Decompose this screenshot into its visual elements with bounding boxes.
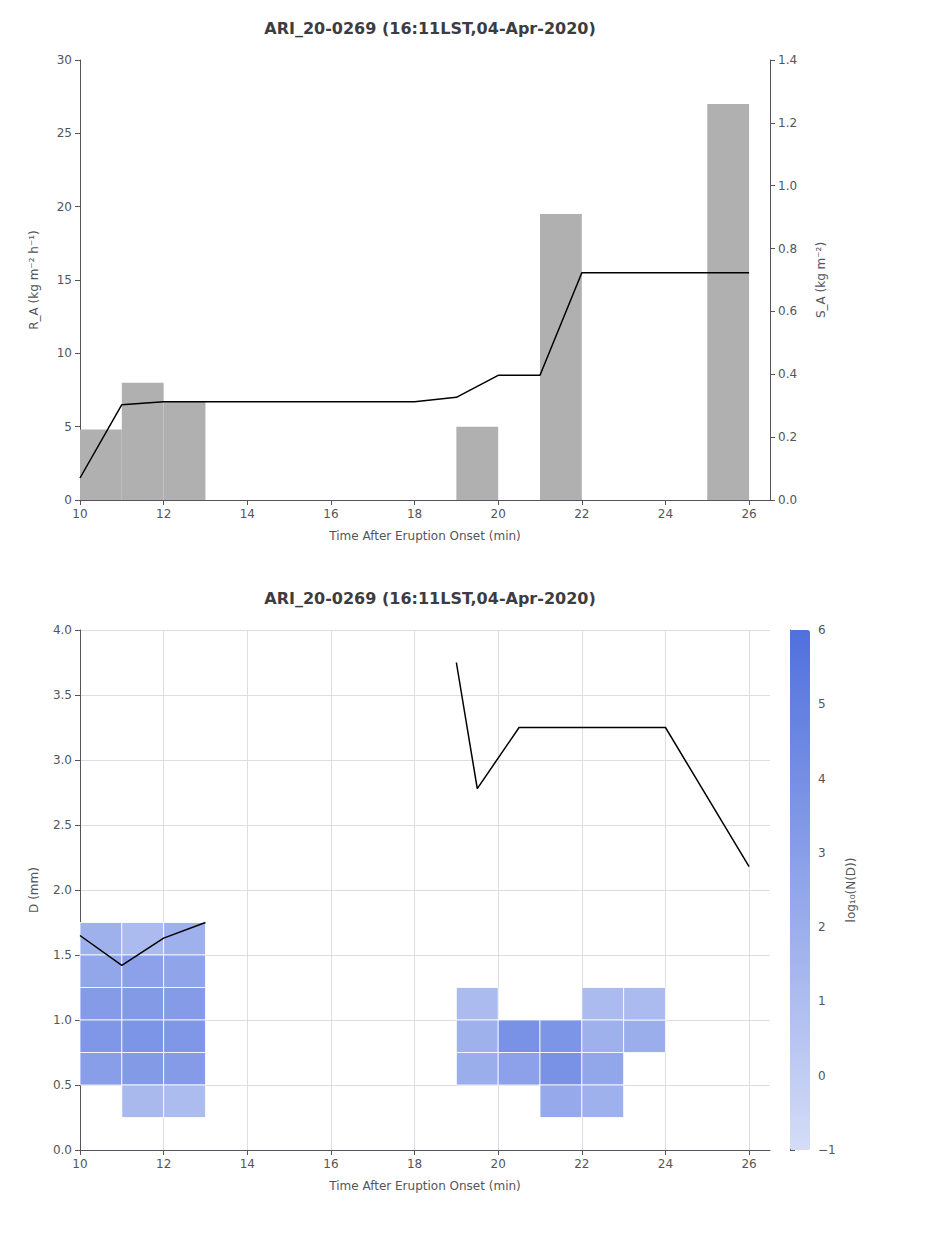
svg-text:0.4: 0.4 xyxy=(778,367,797,381)
svg-text:0: 0 xyxy=(64,493,72,507)
svg-text:5: 5 xyxy=(64,420,72,434)
svg-text:4: 4 xyxy=(818,772,826,786)
svg-text:14: 14 xyxy=(240,1157,255,1171)
svg-text:26: 26 xyxy=(741,507,756,521)
svg-text:16: 16 xyxy=(323,507,338,521)
svg-text:16: 16 xyxy=(323,1157,338,1171)
svg-text:1.4: 1.4 xyxy=(778,53,797,67)
svg-text:1.0: 1.0 xyxy=(778,179,797,193)
svg-text:R_A (kg m⁻² h⁻¹): R_A (kg m⁻² h⁻¹) xyxy=(27,230,41,330)
svg-text:1: 1 xyxy=(818,994,826,1008)
svg-text:24: 24 xyxy=(658,1157,673,1171)
svg-text:ARI_20-0269 (16:11LST,04-Apr-2: ARI_20-0269 (16:11LST,04-Apr-2020) xyxy=(264,19,595,38)
svg-text:0: 0 xyxy=(818,1069,826,1083)
svg-text:5: 5 xyxy=(818,697,826,711)
svg-text:3: 3 xyxy=(818,846,826,860)
svg-text:24: 24 xyxy=(658,507,673,521)
svg-text:18: 18 xyxy=(407,1157,422,1171)
svg-text:4.0: 4.0 xyxy=(53,623,72,637)
svg-text:30: 30 xyxy=(57,53,72,67)
svg-text:20: 20 xyxy=(491,1157,506,1171)
svg-text:0.6: 0.6 xyxy=(778,304,797,318)
svg-text:2: 2 xyxy=(818,920,826,934)
svg-text:15: 15 xyxy=(57,273,72,287)
svg-text:1.2: 1.2 xyxy=(778,116,797,130)
svg-text:10: 10 xyxy=(57,346,72,360)
svg-text:12: 12 xyxy=(156,1157,171,1171)
svg-text:10: 10 xyxy=(72,1157,87,1171)
svg-text:ARI_20-0269 (16:11LST,04-Apr-2: ARI_20-0269 (16:11LST,04-Apr-2020) xyxy=(264,589,595,608)
svg-text:20: 20 xyxy=(57,200,72,214)
svg-text:0.0: 0.0 xyxy=(53,1143,72,1157)
svg-text:0.5: 0.5 xyxy=(53,1078,72,1092)
svg-text:26: 26 xyxy=(741,1157,756,1171)
svg-text:Time After Eruption Onset (min: Time After Eruption Onset (min) xyxy=(328,529,521,543)
svg-text:18: 18 xyxy=(407,507,422,521)
svg-text:25: 25 xyxy=(57,126,72,140)
svg-text:Time After Eruption Onset (min: Time After Eruption Onset (min) xyxy=(328,1179,521,1193)
svg-text:S_A (kg m⁻²): S_A (kg m⁻²) xyxy=(814,242,828,318)
svg-text:0.2: 0.2 xyxy=(778,430,797,444)
svg-text:10: 10 xyxy=(72,507,87,521)
svg-text:−1: −1 xyxy=(818,1143,836,1157)
svg-text:22: 22 xyxy=(574,1157,589,1171)
svg-text:0.0: 0.0 xyxy=(778,493,797,507)
svg-text:0.8: 0.8 xyxy=(778,242,797,256)
svg-text:6: 6 xyxy=(818,623,826,637)
svg-text:22: 22 xyxy=(574,507,589,521)
svg-text:D (mm): D (mm) xyxy=(27,867,41,913)
svg-text:12: 12 xyxy=(156,507,171,521)
svg-text:3.5: 3.5 xyxy=(53,688,72,702)
svg-text:2.0: 2.0 xyxy=(53,883,72,897)
svg-text:3.0: 3.0 xyxy=(53,753,72,767)
svg-text:log₁₀(N(D)): log₁₀(N(D)) xyxy=(844,858,858,923)
svg-text:1.5: 1.5 xyxy=(53,948,72,962)
svg-text:1.0: 1.0 xyxy=(53,1013,72,1027)
svg-text:20: 20 xyxy=(491,507,506,521)
svg-text:2.5: 2.5 xyxy=(53,818,72,832)
svg-text:14: 14 xyxy=(240,507,255,521)
